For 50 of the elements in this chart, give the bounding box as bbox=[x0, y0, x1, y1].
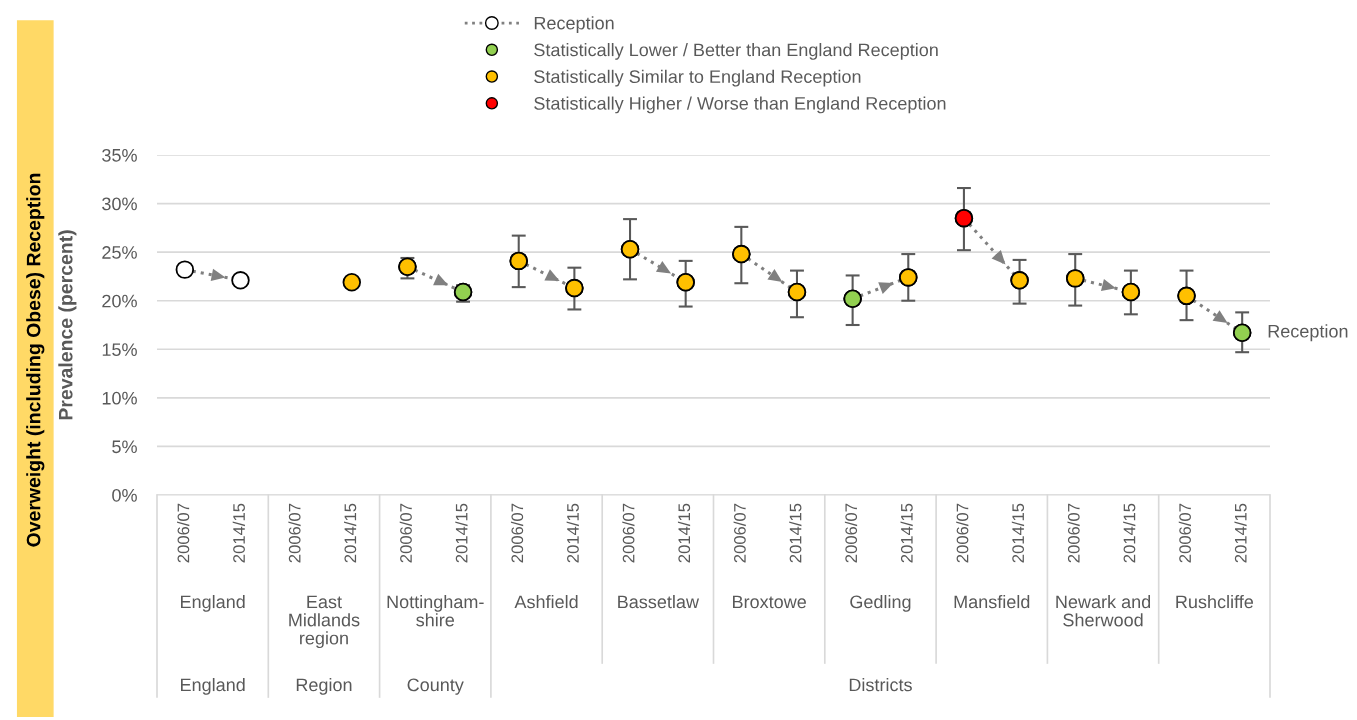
x-tick-label: 2014/15 bbox=[1123, 503, 1136, 563]
legend-label: Statistically Higher / Worse than England Reception bbox=[534, 96, 946, 114]
x-tick-label: 2014/15 bbox=[1011, 503, 1025, 563]
text: Districts bbox=[849, 678, 912, 692]
x-tick-label: 2014/15 bbox=[677, 503, 691, 563]
x-tick-label: 2006/07 bbox=[733, 503, 746, 563]
y-tick-label: 35% bbox=[102, 148, 137, 162]
x-tick-label: 2014/15 bbox=[1234, 503, 1247, 563]
x-tick-label: 2006/07 bbox=[399, 503, 412, 563]
y-tick-label: 20% bbox=[102, 294, 137, 308]
text: East Midlands region bbox=[289, 595, 360, 649]
y-tick-label: 25% bbox=[102, 246, 137, 259]
x-tick-label: 2014/15 bbox=[232, 503, 245, 563]
y-axis-title: Prevalence (percent) bbox=[58, 230, 77, 420]
y-tick-label: 15% bbox=[102, 343, 137, 357]
x-tick-label: 2014/15 bbox=[344, 503, 357, 563]
text: Nottingham- shire bbox=[387, 595, 484, 627]
text: Region bbox=[296, 678, 352, 695]
text: Mansfield bbox=[954, 595, 1030, 609]
annotation: Reception bbox=[1268, 324, 1348, 342]
x-tick-label: 2006/07 bbox=[956, 503, 969, 563]
point bbox=[342, 273, 362, 292]
x-tick-label: 2014/15 bbox=[900, 503, 913, 563]
y-tick-label: 10% bbox=[102, 391, 137, 405]
text: England bbox=[181, 678, 245, 695]
x-tick-label: 2006/07 bbox=[288, 503, 301, 563]
x-tick-label: 2006/07 bbox=[1067, 503, 1080, 563]
text: England bbox=[181, 595, 245, 612]
y-tick-label: 5% bbox=[112, 440, 137, 454]
x-tick-label: 2014/15 bbox=[455, 503, 468, 563]
text: Gedling bbox=[850, 595, 911, 612]
text: Bassetlaw bbox=[618, 595, 700, 609]
text: Overweight (including Obese) Reception bbox=[26, 173, 45, 547]
y-tick-label: 30% bbox=[102, 197, 137, 211]
legend-label: Reception bbox=[534, 16, 614, 34]
x-tick-label: 2014/15 bbox=[789, 503, 802, 563]
x-tick-label: 2006/07 bbox=[844, 503, 858, 563]
text: County bbox=[407, 678, 464, 695]
x-tick-label: 2006/07 bbox=[1178, 503, 1191, 563]
text: Ashfield bbox=[514, 595, 578, 609]
y-tick-label: 0% bbox=[112, 488, 137, 502]
legend-label: Statistically Similar to England Reception bbox=[534, 69, 861, 87]
x-tick-label: 2006/07 bbox=[510, 503, 524, 563]
text: Rushcliffe bbox=[1176, 595, 1254, 609]
legend-label: Statistically Lower / Better than England Reception bbox=[534, 43, 938, 60]
text: Broxtowe bbox=[733, 595, 806, 609]
text: Newark and Sherwood bbox=[1056, 595, 1151, 627]
x-tick-label: 2006/07 bbox=[622, 503, 635, 563]
x-tick-label: 2014/15 bbox=[566, 503, 579, 563]
x-tick-label: 2006/07 bbox=[177, 503, 190, 563]
